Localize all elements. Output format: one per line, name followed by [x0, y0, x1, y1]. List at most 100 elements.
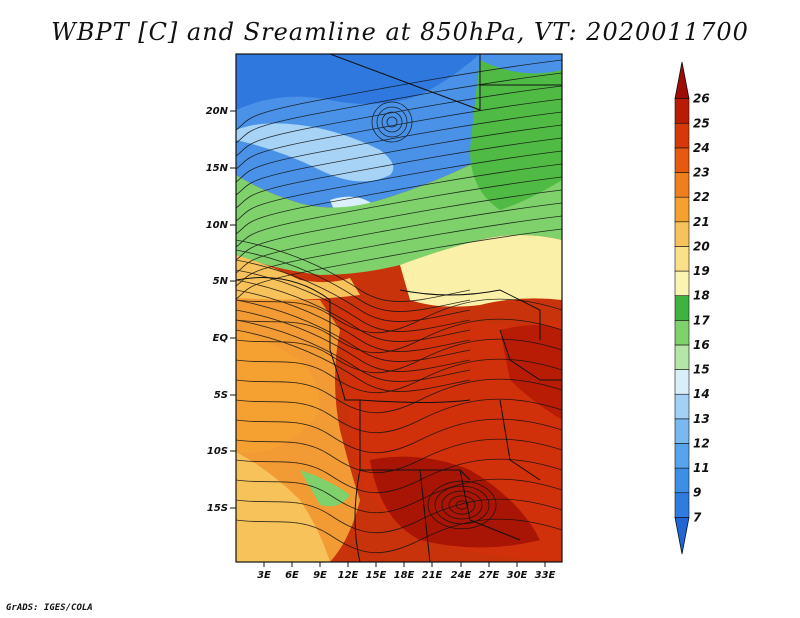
colorbar-label: 26 — [693, 92, 710, 106]
streamline — [236, 438, 562, 474]
streamline — [236, 239, 471, 302]
streamline — [236, 329, 471, 392]
streamline — [236, 289, 471, 352]
colorbar-segment — [674, 172, 690, 198]
lon-tick-label: 24E — [451, 570, 472, 581]
colorbar-segment — [674, 393, 690, 420]
streamline — [236, 398, 562, 434]
streamline — [381, 111, 403, 133]
colorbar-label: 9 — [693, 486, 701, 500]
colorbar-segment — [674, 467, 690, 494]
map-frame — [235, 53, 563, 563]
streamline — [236, 202, 562, 274]
colorbar-segment — [674, 98, 690, 124]
colorbar-label: 18 — [693, 289, 710, 303]
streamline — [236, 176, 562, 248]
colorbar-segment — [674, 320, 690, 346]
streamline — [236, 150, 562, 222]
streamline — [376, 106, 408, 138]
lon-tick-label: 12E — [338, 570, 359, 581]
streamline — [236, 85, 562, 157]
colorbar-max-arrow — [674, 61, 690, 100]
colorbar-min-arrow — [674, 516, 690, 555]
streamline — [236, 338, 562, 374]
software-credit: GrADS: IGES/COLA — [6, 603, 93, 613]
lon-tick-label: 9E — [313, 570, 327, 581]
lat-tick-label: EQ — [213, 333, 229, 344]
wbpt-shaded-field — [236, 54, 562, 562]
colorbar-label: 25 — [693, 116, 710, 130]
plot-title: WBPT [C] and Sreamline at 850hPa, VT: 20… — [51, 18, 749, 46]
colorbar-label: 23 — [693, 166, 710, 180]
streamline — [236, 458, 562, 494]
streamline — [236, 111, 562, 183]
border-line — [499, 399, 541, 481]
longitude-axis: 3E 6E 9E 12E 15E 18E 21E 24E 27E 30E 33E — [257, 562, 556, 581]
country-borders — [236, 54, 562, 562]
streamline — [236, 98, 562, 170]
colorbar-segment — [674, 344, 690, 370]
streamline — [236, 269, 471, 332]
lat-tick-label: 5S — [214, 390, 228, 401]
streamline — [236, 249, 471, 312]
border-line — [459, 469, 521, 541]
lon-tick-label: 18E — [394, 570, 415, 581]
lat-tick-label: 5N — [213, 276, 229, 287]
streamline — [236, 498, 562, 534]
streamline — [236, 228, 562, 300]
colorbar-segment — [674, 246, 690, 272]
colorbar-segment — [674, 147, 690, 173]
streamline — [448, 495, 476, 515]
streamline — [236, 309, 471, 372]
streamline — [236, 189, 562, 261]
colorbar-segment — [674, 418, 690, 444]
colorbar-segment — [674, 369, 690, 395]
streamline — [236, 358, 562, 394]
border-line — [329, 54, 481, 111]
lon-tick-label: 27E — [479, 570, 500, 581]
lat-tick-label: 20N — [206, 106, 229, 117]
streamline — [236, 215, 562, 287]
lat-tick-label: 15N — [206, 163, 229, 174]
streamline — [236, 418, 562, 454]
colorbar-label: 20 — [693, 239, 710, 253]
colorbar-segment — [674, 122, 690, 149]
streamline — [371, 101, 413, 143]
streamline — [236, 137, 562, 209]
lat-tick-label: 10N — [206, 220, 229, 231]
border-line — [399, 289, 541, 340]
lon-tick-label: 15E — [366, 570, 387, 581]
colorbar-segment — [674, 270, 690, 296]
streamline — [236, 378, 562, 414]
streamline — [236, 72, 562, 144]
lat-tick-label: 15S — [207, 503, 228, 514]
colorbar-label: 12 — [693, 436, 710, 450]
lon-tick-label: 21E — [422, 570, 443, 581]
streamline — [434, 485, 490, 525]
border-line — [419, 469, 431, 562]
lon-tick-label: 3E — [257, 570, 271, 581]
colorbar-label: 22 — [693, 190, 710, 204]
colorbar-segment — [674, 221, 690, 247]
streamlines — [236, 59, 562, 554]
colorbar-label: 21 — [693, 215, 710, 229]
lon-tick-label: 6E — [285, 570, 299, 581]
streamline — [236, 478, 562, 514]
colorbar-label: 24 — [693, 141, 710, 155]
streamline — [441, 490, 483, 520]
streamline — [236, 518, 562, 554]
lat-tick-label: 10S — [207, 446, 228, 457]
colorbar-label: 15 — [693, 363, 710, 377]
colorbar-label: 19 — [693, 264, 710, 278]
streamline — [236, 318, 562, 354]
colorbar-segment — [674, 443, 690, 469]
streamline — [236, 298, 562, 334]
latitude-axis: 20N 15N 10N 5N EQ 5S 10S 15S — [206, 106, 236, 514]
colorbar-segment — [674, 492, 690, 518]
lon-tick-label: 33E — [535, 570, 556, 581]
streamline — [455, 500, 469, 510]
colorbar: 7 9 11 12 13 14 15 16 17 18 19 20 21 22 23 24 25 26 — [674, 61, 710, 555]
streamline — [236, 259, 471, 322]
colorbar-segment — [674, 196, 690, 223]
